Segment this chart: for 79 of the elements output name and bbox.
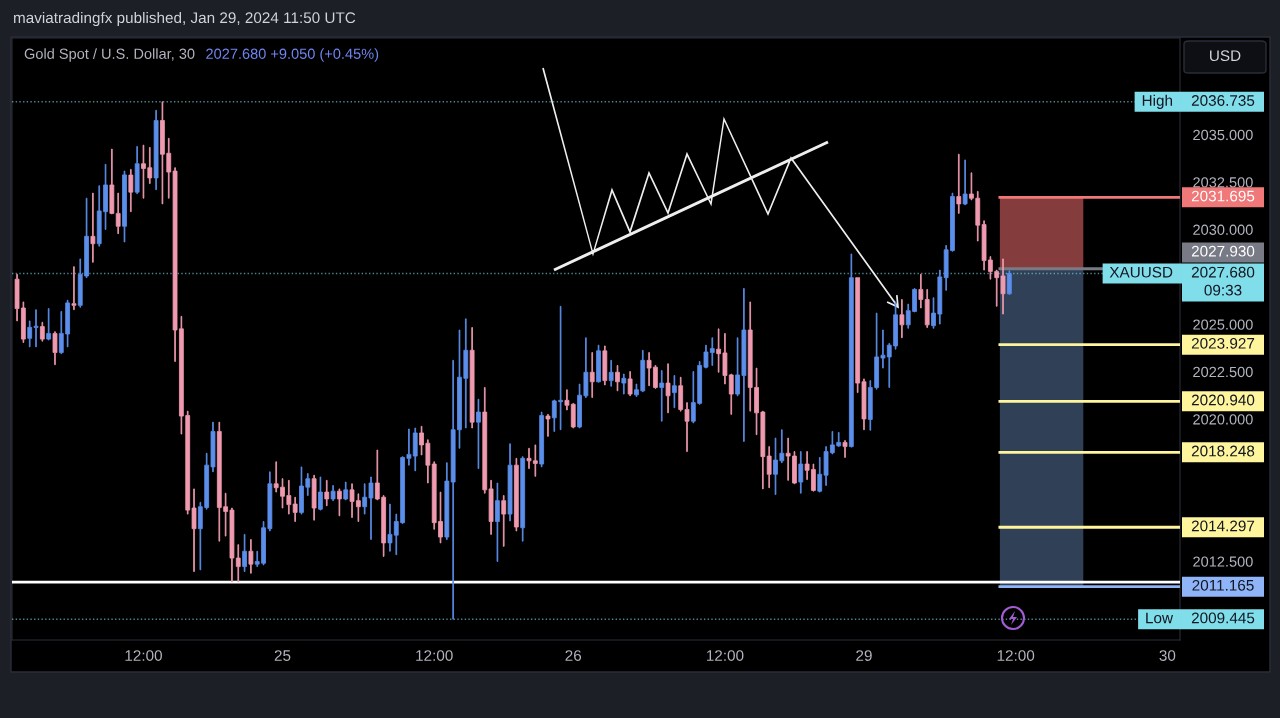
candlestick [337,488,342,517]
candlestick [602,345,608,386]
candlestick [899,299,905,339]
candlestick [52,331,58,366]
candlestick [513,457,519,532]
candlestick [615,365,620,392]
candlestick [956,153,962,214]
candlestick [608,359,614,387]
x-tick-label: 30 [1159,650,1176,661]
y-tick-label: 2025.000 [1193,319,1253,330]
ref-line-label: 2011.165 [1192,579,1254,591]
candlestick [248,539,254,574]
candlestick [122,170,127,243]
candlestick [109,148,115,215]
candlestick [621,373,627,395]
y-tick-label: 2022.500 [1193,366,1253,378]
candlestick [153,109,159,191]
candlestick [39,321,45,342]
y-tick-label: 2020.000 [1193,414,1253,425]
candlestick [134,146,140,195]
candlestick [766,446,772,489]
candlestick [476,398,481,470]
text: Low 2009.445 [1146,612,1255,624]
y-tick-label: 2012.500 [1193,556,1253,567]
y-tick-label: 2032.500 [1193,177,1253,188]
candlestick [848,253,854,448]
candlestick [343,481,349,501]
candlestick [545,413,551,437]
ref-line-label: 2023.927 [1191,337,1255,349]
candlestick [659,370,665,422]
ref-line-label: 2014.297 [1191,520,1255,532]
candlestick [798,451,804,494]
candlestick [501,495,507,547]
candlestick [46,308,52,341]
y-tick-label: 2030.000 [1193,224,1253,235]
candlestick [324,479,330,507]
candlestick [469,327,475,429]
candlestick [842,440,848,458]
candlestick [292,496,298,522]
candlestick [627,371,633,397]
candlestick [962,159,968,206]
x-tick-label: 12:00 [706,650,744,661]
text: 2027.680 +9.050 (+0.45%) [206,48,379,62]
x-tick-label: 29 [856,650,872,661]
candlestick [1006,270,1012,295]
text: maviatradingfx published, Jan 29, 2024 11:50 UTC [14,11,356,27]
candlestick [539,411,545,468]
ref-line-label: 2018.248 [1191,445,1255,457]
candlestick [918,273,924,309]
x-tick-label: 12:00 [125,650,162,661]
text: XAUUSD 2027.680 09:33 [1109,266,1255,296]
x-tick-label: 25 [274,650,291,661]
candlestick [318,476,323,511]
candlestick [311,474,317,521]
candlestick [495,482,500,562]
candlestick [671,375,677,409]
ref-line-label: 2027.930 [1191,245,1255,257]
x-tick-label: 26 [565,650,582,661]
candlestick [924,289,930,328]
candlestick [665,363,671,414]
text: High 2036.735 [1142,94,1255,109]
candlestick [507,443,513,522]
candlestick [520,456,526,542]
y-axis-title: USD [1210,50,1241,62]
ref-line-label: 2020.940 [1191,394,1255,406]
candlestick [128,168,134,213]
x-tick-label: 12:00 [416,650,453,661]
candlestick [589,352,595,398]
text: Gold Spot / U.S. Dollar, 30 [24,48,195,62]
candlestick [330,485,336,502]
candlestick [596,344,601,383]
x-tick-label: 12:00 [997,650,1035,661]
ref-line-label: 2031.695 [1191,190,1255,202]
candlestick [90,192,96,263]
y-tick-label: 2035.000 [1193,129,1253,141]
candlestick [115,192,121,235]
candlestick [444,462,450,540]
candlestick [242,533,247,572]
candlestick [71,266,77,311]
